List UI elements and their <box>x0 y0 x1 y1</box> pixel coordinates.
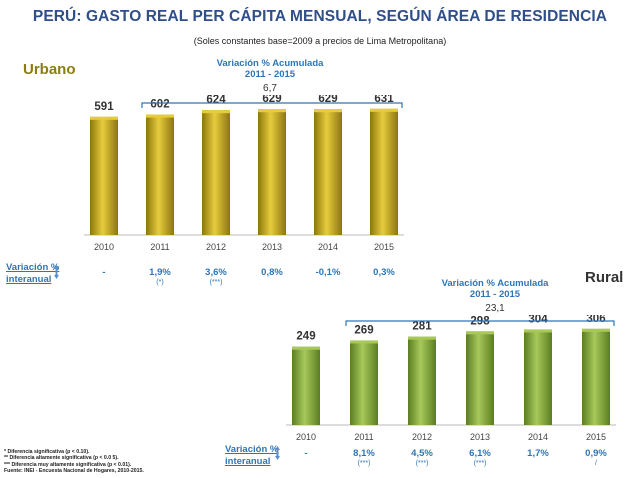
bar-top <box>408 336 436 340</box>
variation-value: 1,9% <box>149 267 171 278</box>
variation-value: 1,7% <box>527 448 549 459</box>
x-tick-label: 2014 <box>318 242 338 252</box>
page-title: PERÚ: GASTO REAL PER CÁPITA MENSUAL, SEG… <box>32 8 608 25</box>
significance-marker: (***) <box>357 460 371 467</box>
variation-value: 0,8% <box>261 267 283 278</box>
bar-top <box>202 110 230 114</box>
urban-variation-row-label: Variación % interanual <box>6 262 59 286</box>
data-label: 281 <box>412 321 432 333</box>
variation-value: 4,5% <box>411 448 433 459</box>
urban-accumulated-variation: Variación % Acumulada 2011 - 2015 6,7 <box>205 58 335 94</box>
bar <box>370 108 398 235</box>
significance-marker: / <box>595 460 597 467</box>
rural-accum-period: 2011 - 2015 <box>469 289 521 300</box>
data-label: 624 <box>206 95 226 106</box>
urban-section-label: Urbano <box>23 61 76 78</box>
data-label: 631 <box>374 95 394 105</box>
source-note: Fuente: INEI - Encuesta Nacional de Hoga… <box>4 467 144 474</box>
data-label: 629 <box>318 95 337 105</box>
rural-accum-value: 23,1 <box>485 303 505 314</box>
significance-marker: (***) <box>415 460 429 467</box>
x-tick-label: 2011 <box>354 432 373 442</box>
bar-top <box>258 109 286 113</box>
variation-value: - <box>102 267 106 278</box>
bar <box>582 328 610 425</box>
data-label: 602 <box>150 99 169 111</box>
urban-variation-label-line1: Variación % <box>6 262 60 273</box>
footnote: *** Diferencia muy altamente significati… <box>4 461 132 468</box>
rural-accum-title: Variación % Acumulada <box>441 278 549 289</box>
variation-value: 0,9% <box>585 448 607 459</box>
x-tick-label: 2012 <box>412 432 432 442</box>
rural-variation-label-line1: Variación % <box>225 444 279 455</box>
x-tick-label: 2011 <box>150 242 169 252</box>
x-tick-label: 2012 <box>206 242 226 252</box>
bar <box>90 116 118 235</box>
up-down-arrow-icon <box>275 446 280 460</box>
bar-top <box>350 340 378 344</box>
x-tick-label: 2010 <box>296 432 316 442</box>
bar-top <box>292 346 320 350</box>
bar-top <box>524 329 552 333</box>
bar-top <box>466 331 494 335</box>
urban-variation-label-line2: interanual <box>6 274 52 285</box>
variation-value: 3,6% <box>205 267 227 278</box>
bar <box>146 114 174 235</box>
urban-accum-value: 6,7 <box>263 83 277 94</box>
variation-value: 0,3% <box>373 267 395 278</box>
bar <box>466 331 494 425</box>
variation-value: -0,1% <box>315 267 341 278</box>
variation-value: 6,1% <box>469 448 491 459</box>
bar-top <box>582 328 610 332</box>
accumulated-variation-bracket <box>141 102 403 108</box>
bar-top <box>90 116 118 120</box>
bar <box>258 109 286 235</box>
x-tick-label: 2010 <box>94 242 114 252</box>
data-label: 306 <box>586 315 605 325</box>
rural-section-label: Rural <box>585 269 624 286</box>
rural-variation-row-label: Variación % interanual <box>225 444 278 468</box>
page-subtitle: (Soles constantes base=2009 a precios de… <box>193 36 447 46</box>
variation-value: 8,1% <box>353 448 375 459</box>
bar <box>350 340 378 425</box>
bar <box>314 109 342 235</box>
footnote: ** Diferencia altamente significativa (p… <box>4 455 119 462</box>
rural-bar-chart: 2492010269201128120122982013304201430620… <box>286 315 616 442</box>
significance-marker: (***) <box>473 460 487 467</box>
bar <box>292 346 320 425</box>
bar-top <box>314 109 342 113</box>
urban-accum-period: 2011 - 2015 <box>244 69 296 80</box>
bar <box>202 110 230 235</box>
rural-accumulated-variation: Variación % Acumulada 2011 - 2015 23,1 <box>425 278 565 314</box>
bar-top <box>146 114 174 118</box>
accumulated-variation-bracket <box>345 320 615 326</box>
bar-top <box>370 108 398 112</box>
urban-bar-chart: 591 2010 602 2011 624 2012 629 2013 629 2014 631 20… <box>84 95 404 252</box>
data-label: 269 <box>354 324 373 336</box>
data-label: 629 <box>262 95 281 105</box>
up-down-arrow-icon <box>54 265 59 279</box>
x-tick-label: 2015 <box>586 432 606 442</box>
x-tick-label: 2014 <box>528 432 548 442</box>
bar <box>408 336 436 425</box>
x-tick-label: 2013 <box>262 242 282 252</box>
data-label: 249 <box>296 331 315 343</box>
urban-accum-title: Variación % Acumulada <box>216 58 324 69</box>
variation-value: - <box>304 448 308 459</box>
bar <box>524 329 552 425</box>
rural-variation-label-line2: interanual <box>225 456 271 467</box>
footnote: * Diferencia significativa (p < 0.10). <box>4 449 90 455</box>
data-label: 591 <box>94 101 114 113</box>
significance-marker: (***) <box>209 279 223 286</box>
data-label: 304 <box>528 315 548 325</box>
significance-marker: (*) <box>156 279 164 286</box>
x-tick-label: 2013 <box>470 432 490 442</box>
footnotes: * Diferencia significativa (p < 0.10). *… <box>4 449 144 474</box>
x-tick-label: 2015 <box>374 242 394 252</box>
